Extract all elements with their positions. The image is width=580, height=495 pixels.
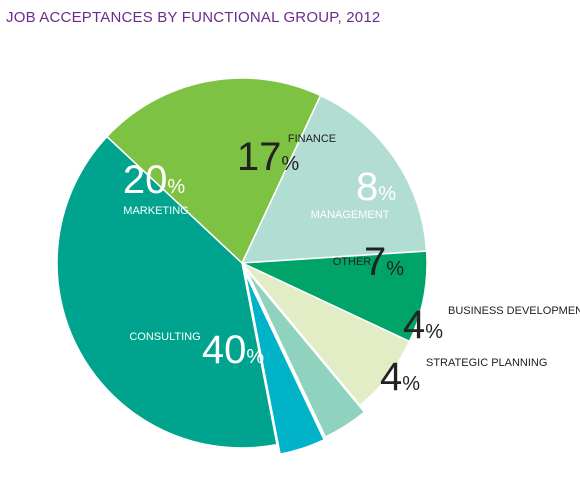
pie-slice-marketing	[105, 77, 322, 265]
chart-title: JOB ACCEPTANCES BY FUNCTIONAL GROUP, 201…	[6, 9, 381, 26]
pie-slice-business-development	[245, 269, 366, 439]
pie-slices	[56, 77, 428, 456]
slice-value-consulting: 40%	[202, 328, 265, 372]
slice-value-finance: 17%	[237, 135, 300, 179]
pie-slice-management	[241, 250, 428, 343]
slice-value-other: 7%	[364, 240, 404, 284]
slice-label-strategic-planning: STRATEGIC PLANNING	[426, 357, 547, 369]
slice-label-finance: FINANCE	[288, 133, 336, 145]
slice-value-business-development: 4%	[403, 303, 443, 347]
slice-value-strategic-planning: 4%	[380, 355, 420, 399]
pie-slice-other	[241, 262, 411, 407]
pie-slice-consulting	[56, 135, 278, 449]
slice-label-management: MANAGEMENT	[311, 209, 390, 221]
slice-label-marketing: MARKETING	[123, 205, 188, 217]
pie-slice-strategic-planning	[244, 272, 326, 456]
pie-slice-finance	[240, 94, 428, 264]
slice-value-marketing: 20%	[123, 158, 186, 202]
slice-label-consulting: CONSULTING	[129, 331, 200, 343]
slice-label-business-development: BUSINESS DEVELOPMENT	[448, 305, 580, 317]
slice-value-management: 8%	[356, 165, 396, 209]
slice-label-other: OTHER	[333, 256, 372, 268]
